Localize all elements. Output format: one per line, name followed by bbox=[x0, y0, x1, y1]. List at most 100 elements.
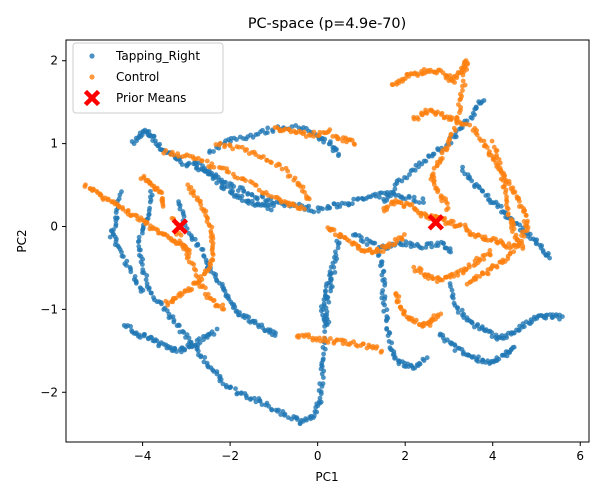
data-point-control bbox=[120, 205, 125, 210]
data-point-tapping-right bbox=[452, 132, 458, 138]
data-point-tapping-right bbox=[156, 343, 162, 349]
data-point-tapping-right bbox=[320, 206, 325, 212]
data-point-tapping-right bbox=[350, 201, 355, 207]
data-point-tapping-right bbox=[448, 249, 453, 255]
data-point-tapping-right bbox=[107, 234, 113, 240]
data-point-tapping-right bbox=[260, 194, 266, 200]
data-point-tapping-right bbox=[498, 203, 504, 209]
data-point-tapping-right bbox=[113, 218, 119, 224]
data-point-tapping-right bbox=[384, 307, 390, 313]
data-point-tapping-right bbox=[198, 354, 204, 360]
data-point-tapping-right bbox=[353, 232, 359, 238]
data-point-control bbox=[452, 127, 458, 133]
data-point-tapping-right bbox=[151, 133, 157, 139]
data-point-tapping-right bbox=[412, 167, 418, 173]
data-point-tapping-right bbox=[318, 399, 324, 405]
data-point-control bbox=[210, 252, 216, 258]
data-point-tapping-right bbox=[269, 407, 275, 413]
data-point-control bbox=[482, 234, 488, 240]
data-point-tapping-right bbox=[323, 283, 329, 289]
data-point-control bbox=[450, 219, 456, 224]
x-axis-label: PC1 bbox=[315, 470, 338, 484]
data-point-tapping-right bbox=[472, 112, 477, 118]
data-point-tapping-right bbox=[268, 207, 274, 213]
data-point-control bbox=[519, 229, 525, 235]
data-point-control bbox=[455, 70, 461, 75]
data-point-tapping-right bbox=[403, 242, 409, 248]
data-point-control bbox=[287, 173, 293, 179]
data-point-control bbox=[489, 138, 495, 144]
data-point-control bbox=[141, 173, 147, 179]
data-point-control bbox=[244, 147, 250, 152]
data-point-control bbox=[306, 334, 312, 340]
data-point-tapping-right bbox=[382, 296, 387, 302]
data-point-tapping-right bbox=[420, 356, 426, 362]
data-point-control bbox=[186, 286, 192, 291]
data-point-control bbox=[464, 121, 469, 127]
data-point-control bbox=[163, 148, 169, 153]
data-point-tapping-right bbox=[195, 242, 201, 248]
data-point-tapping-right bbox=[550, 312, 556, 318]
data-point-tapping-right bbox=[320, 356, 326, 362]
data-point-tapping-right bbox=[328, 139, 333, 145]
data-point-tapping-right bbox=[197, 340, 203, 345]
data-point-control bbox=[438, 311, 444, 317]
data-point-tapping-right bbox=[521, 324, 527, 329]
data-point-tapping-right bbox=[316, 388, 322, 393]
prior-means-layer bbox=[171, 214, 445, 235]
data-point-tapping-right bbox=[174, 349, 180, 354]
data-point-tapping-right bbox=[495, 204, 500, 210]
data-point-tapping-right bbox=[293, 123, 299, 128]
data-point-tapping-right bbox=[272, 333, 278, 338]
data-point-tapping-right bbox=[474, 105, 479, 111]
data-point-tapping-right bbox=[359, 235, 364, 240]
data-point-tapping-right bbox=[124, 263, 129, 268]
data-point-control bbox=[83, 182, 88, 188]
data-point-tapping-right bbox=[252, 320, 258, 326]
data-point-tapping-right bbox=[399, 178, 405, 184]
data-point-control bbox=[431, 182, 437, 188]
data-point-control bbox=[460, 72, 466, 78]
data-point-tapping-right bbox=[560, 314, 565, 319]
data-point-tapping-right bbox=[527, 231, 533, 237]
data-point-control bbox=[459, 65, 464, 71]
data-point-control bbox=[497, 160, 503, 166]
data-point-tapping-right bbox=[202, 355, 208, 360]
data-point-tapping-right bbox=[328, 271, 333, 277]
legend-x-prior-means bbox=[83, 89, 101, 107]
data-point-control bbox=[209, 224, 215, 230]
data-point-control bbox=[176, 153, 181, 159]
data-point-control bbox=[311, 133, 317, 139]
data-point-tapping-right bbox=[119, 253, 125, 259]
data-point-tapping-right bbox=[223, 179, 229, 185]
data-point-control bbox=[235, 175, 241, 181]
data-point-control bbox=[380, 249, 386, 254]
data-point-tapping-right bbox=[171, 319, 177, 325]
data-point-tapping-right bbox=[324, 309, 330, 315]
data-point-tapping-right bbox=[231, 184, 237, 189]
data-point-control bbox=[425, 276, 431, 281]
data-point-tapping-right bbox=[108, 228, 114, 234]
data-point-control bbox=[154, 185, 160, 191]
data-point-control bbox=[491, 144, 497, 150]
data-point-tapping-right bbox=[476, 354, 481, 360]
data-point-control bbox=[476, 232, 481, 238]
data-point-tapping-right bbox=[327, 205, 333, 211]
data-point-control bbox=[503, 190, 508, 196]
data-point-control bbox=[195, 195, 201, 201]
data-point-tapping-right bbox=[207, 150, 212, 155]
data-point-tapping-right bbox=[389, 340, 395, 346]
legend-box bbox=[72, 42, 224, 114]
data-point-tapping-right bbox=[201, 254, 207, 259]
data-point-tapping-right bbox=[417, 361, 423, 367]
data-point-tapping-right bbox=[181, 214, 187, 219]
data-point-control bbox=[460, 83, 465, 89]
data-point-tapping-right bbox=[334, 238, 340, 244]
data-point-control bbox=[253, 183, 259, 188]
data-point-tapping-right bbox=[176, 323, 182, 328]
data-point-control bbox=[222, 142, 228, 148]
data-point-tapping-right bbox=[128, 269, 134, 275]
data-point-tapping-right bbox=[373, 193, 379, 199]
data-point-control bbox=[411, 264, 417, 270]
